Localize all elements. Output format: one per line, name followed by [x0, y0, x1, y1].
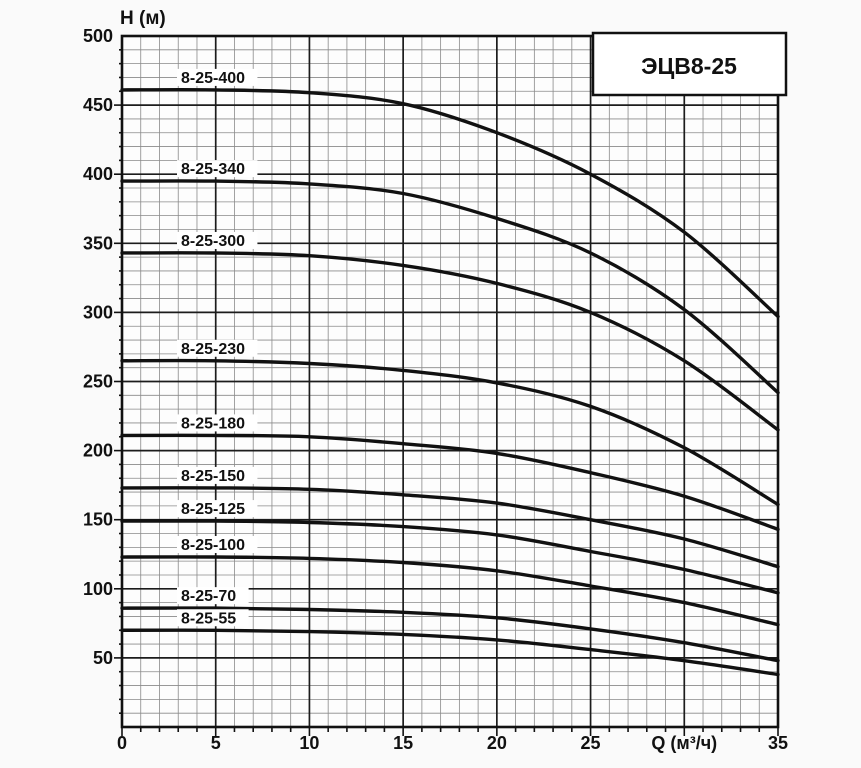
y-axis-label: H (м)	[120, 8, 166, 29]
x-tick-label: 5	[211, 733, 221, 753]
curve-label-8-25-230: 8-25-230	[181, 341, 245, 358]
curve-label-8-25-300: 8-25-300	[181, 233, 245, 250]
curve-label-8-25-55: 8-25-55	[181, 610, 236, 627]
x-tick-label: 35	[768, 733, 788, 753]
curve-label-8-25-340: 8-25-340	[181, 161, 245, 178]
curve-label-bg	[177, 68, 258, 86]
x-tick-label: 0	[117, 733, 127, 753]
x-tick-label: 15	[393, 733, 413, 753]
y-tick-label: 350	[83, 233, 113, 253]
curve-8-25-125	[120, 519, 780, 595]
x-tick-label: 20	[487, 733, 507, 753]
curve-label-bg	[177, 587, 249, 605]
y-tick-label: 300	[83, 302, 113, 322]
y-tick-label: 200	[83, 441, 113, 461]
curve-label-8-25-70: 8-25-70	[181, 588, 236, 605]
curve-8-25-300	[120, 251, 780, 432]
curve-label-bg	[177, 536, 258, 554]
y-tick-label: 500	[83, 26, 113, 46]
y-tick-label: 50	[93, 648, 113, 668]
curve-label-bg	[177, 339, 258, 357]
curve-label-8-25-125: 8-25-125	[181, 501, 245, 518]
curve-8-25-180	[120, 433, 780, 532]
y-tick-label: 250	[83, 372, 113, 392]
curve-label-bg	[177, 609, 249, 627]
curve-label-8-25-400: 8-25-400	[181, 70, 245, 87]
y-tick-label: 400	[83, 164, 113, 184]
x-axis-label: Q (м³/ч)	[651, 733, 717, 753]
x-tick-label: 10	[299, 733, 319, 753]
curve-label-bg	[177, 466, 258, 484]
curve-label-bg	[177, 414, 258, 432]
curve-8-25-150	[120, 486, 780, 569]
curve-label-bg	[177, 160, 258, 178]
curve-8-25-55	[120, 628, 780, 677]
curve-8-25-100	[120, 555, 780, 627]
curve-label-bg	[177, 231, 258, 249]
y-tick-label: 100	[83, 579, 113, 599]
x-tick-labels: 0 5 10 15 20 25 35	[117, 733, 788, 753]
x-tick-label: 25	[581, 733, 601, 753]
title-box	[591, 31, 788, 97]
plot-frame	[120, 34, 780, 729]
curve-label-8-25-180: 8-25-180	[181, 415, 245, 432]
curve-8-25-70	[120, 606, 780, 663]
curve-labels: 8-25-400 8-25-340 8-25-300 8-25-230 8-25-180…	[177, 68, 258, 627]
curves	[120, 87, 780, 677]
y-tick-label: 150	[83, 510, 113, 530]
chart-title: ЭЦВ8-25	[641, 53, 737, 79]
curve-8-25-340	[120, 179, 780, 395]
curve-8-25-400	[120, 87, 780, 319]
y-tick-labels: 500 450 400 350 300 250 200 150 100 50	[83, 26, 113, 668]
curve-label-8-25-150: 8-25-150	[181, 468, 245, 485]
curve-label-8-25-100: 8-25-100	[181, 537, 245, 554]
y-tick-label: 450	[83, 95, 113, 115]
curve-8-25-230	[120, 358, 780, 507]
curve-label-bg	[177, 500, 258, 518]
